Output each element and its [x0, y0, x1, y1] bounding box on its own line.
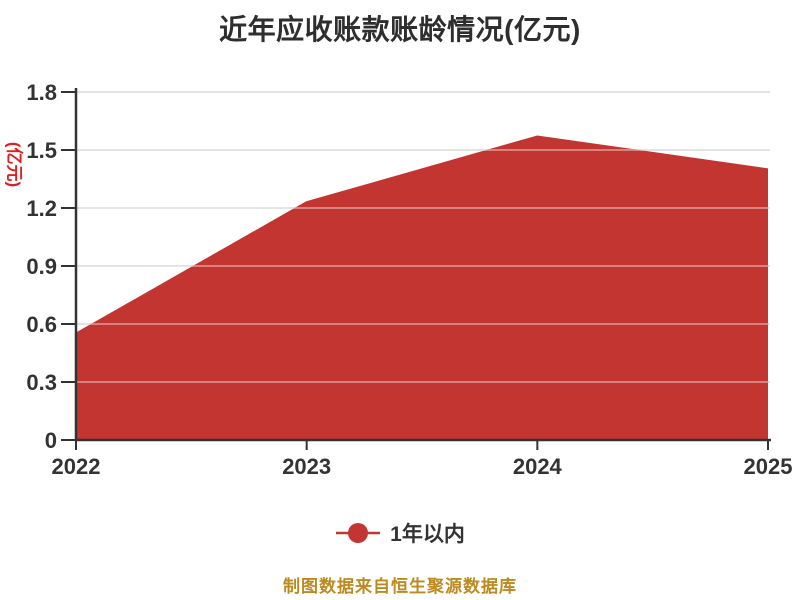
y-tick-label: 0.9	[26, 254, 57, 279]
legend: 1年以内	[0, 518, 800, 548]
y-tick-label: 0	[45, 428, 57, 453]
x-tick-label: 2023	[282, 454, 331, 479]
y-tick-label: 0.3	[26, 370, 57, 395]
y-tick-label: 1.2	[26, 196, 57, 221]
source-note: 制图数据来自恒生聚源数据库	[283, 577, 517, 596]
chart-title: 近年应收账款账龄情况(亿元)	[219, 14, 581, 45]
area-series	[76, 136, 768, 440]
y-tick-label: 1.5	[26, 138, 57, 163]
x-tick-label: 2024	[513, 454, 563, 479]
legend-line-circle-icon	[336, 523, 381, 543]
y-tick-label: 1.8	[26, 80, 57, 105]
x-tick-label: 2025	[744, 454, 793, 479]
legend-label: 1年以内	[390, 523, 465, 546]
legend-item[interactable]: 1年以内	[335, 518, 465, 548]
x-tick-label: 2022	[52, 454, 101, 479]
y-tick-label: 0.6	[26, 312, 57, 337]
area-series-edge	[75, 135, 769, 335]
